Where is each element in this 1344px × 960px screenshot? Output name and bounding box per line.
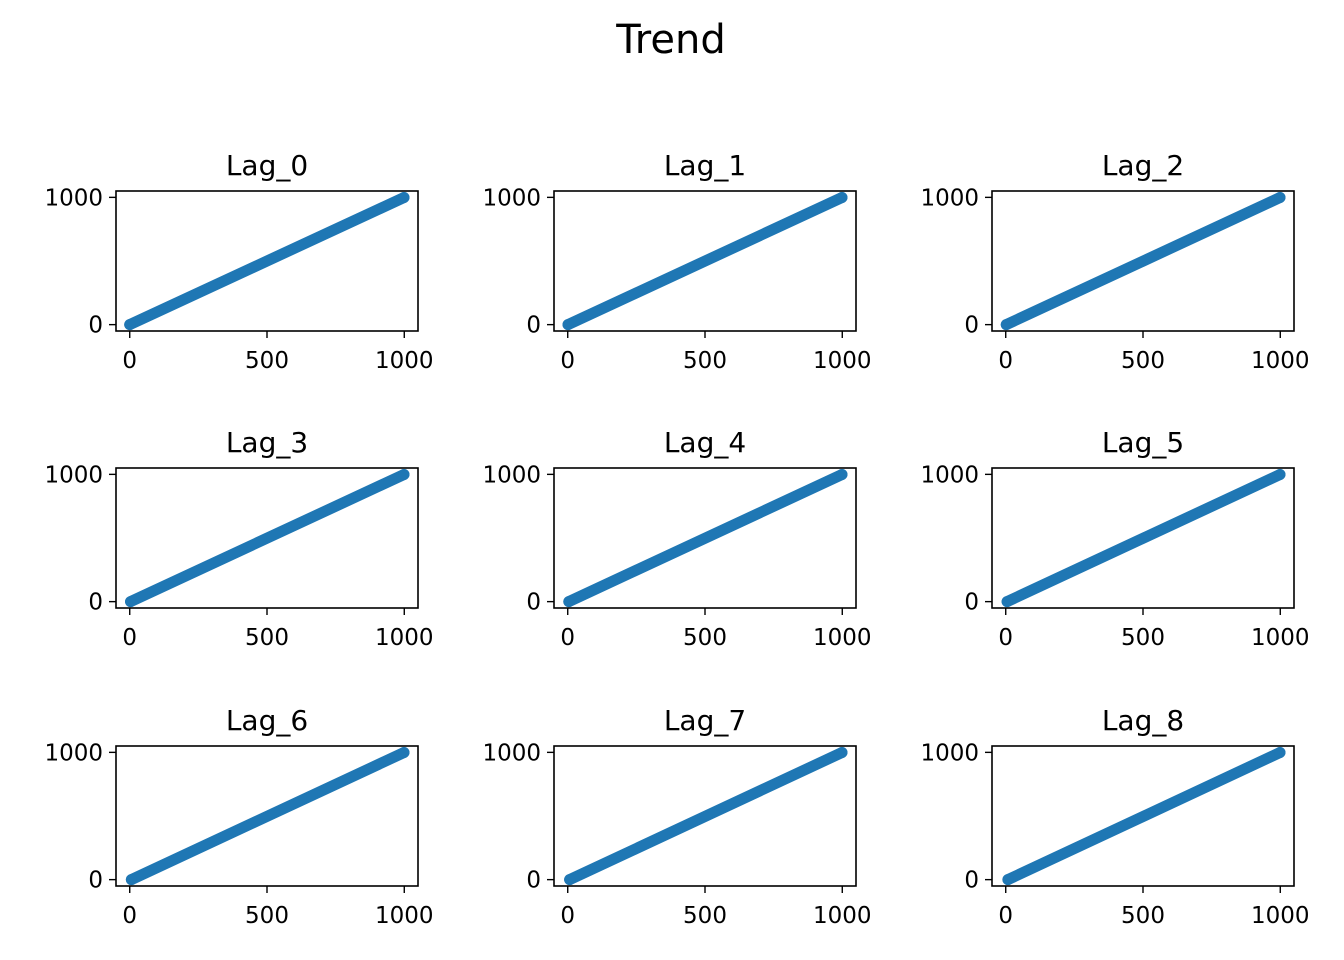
- figure-title: Trend: [615, 17, 725, 63]
- x-tick-label: 500: [1121, 903, 1165, 929]
- x-tick-label: 1000: [813, 348, 872, 374]
- x-tick-label: 500: [1121, 348, 1165, 374]
- x-tick-label: 0: [560, 625, 575, 651]
- scatter-series: [1001, 468, 1286, 608]
- y-tick-label: 0: [964, 313, 979, 339]
- x-tick-label: 0: [998, 625, 1013, 651]
- y-tick-label: 1000: [482, 185, 541, 211]
- x-tick-label: 500: [245, 348, 289, 374]
- scatter-series: [562, 191, 848, 331]
- x-tick-label: 1000: [375, 625, 434, 651]
- subplot-title: Lag_4: [664, 426, 746, 459]
- y-tick-label: 0: [88, 313, 103, 339]
- scatter-point-last: [836, 191, 848, 203]
- y-tick-label: 0: [88, 868, 103, 894]
- scatter-point-last: [836, 468, 848, 480]
- scatter-point-last: [836, 746, 848, 758]
- scatter-point-last: [1274, 191, 1286, 203]
- x-tick-label: 0: [122, 903, 137, 929]
- scatter-point-last: [398, 468, 410, 480]
- x-tick-label: 500: [683, 903, 727, 929]
- subplot-title: Lag_8: [1102, 704, 1184, 737]
- x-tick-label: 0: [998, 348, 1013, 374]
- scatter-point-first: [125, 874, 137, 886]
- scatter-series: [564, 746, 848, 886]
- subplot-title: Lag_7: [664, 704, 746, 737]
- subplot-title: Lag_1: [664, 149, 746, 182]
- scatter-point-first: [562, 319, 574, 331]
- scatter-point-first: [563, 596, 575, 608]
- x-tick-label: 500: [1121, 625, 1165, 651]
- subplot-lag-0: Lag_0 0 500 1000 0 1000: [44, 149, 433, 374]
- scatter-series: [125, 468, 410, 608]
- y-tick-label: 1000: [482, 740, 541, 766]
- scatter-series: [125, 746, 410, 886]
- subplot-title: Lag_6: [226, 704, 308, 737]
- scatter-series: [124, 191, 410, 331]
- y-tick-label: 0: [526, 868, 541, 894]
- scatter-series: [1000, 191, 1286, 331]
- y-tick-label: 1000: [920, 462, 979, 488]
- subplot-lag-3: Lag_3 0 500 1000 0 1000: [44, 426, 433, 651]
- scatter-point-last: [1274, 468, 1286, 480]
- subplot-title: Lag_3: [226, 426, 308, 459]
- y-tick-label: 1000: [482, 462, 541, 488]
- subplot-title: Lag_5: [1102, 426, 1184, 459]
- scatter-point-first: [1000, 319, 1012, 331]
- scatter-point-first: [564, 874, 576, 886]
- scatter-point-last: [1274, 746, 1286, 758]
- x-tick-label: 0: [560, 903, 575, 929]
- x-tick-label: 500: [683, 348, 727, 374]
- y-tick-label: 1000: [920, 740, 979, 766]
- y-tick-label: 0: [526, 590, 541, 616]
- scatter-point-first: [1002, 874, 1014, 886]
- y-tick-label: 1000: [920, 185, 979, 211]
- scatter-point-last: [398, 191, 410, 203]
- x-tick-label: 1000: [813, 903, 872, 929]
- subplot-lag-5: Lag_5 0 500 1000 0 1000: [920, 426, 1309, 651]
- x-tick-label: 500: [245, 625, 289, 651]
- x-tick-label: 1000: [1251, 903, 1310, 929]
- x-tick-label: 1000: [375, 348, 434, 374]
- subplot-title: Lag_0: [226, 149, 308, 182]
- x-tick-label: 500: [683, 625, 727, 651]
- scatter-point-first: [1001, 596, 1013, 608]
- y-tick-label: 1000: [44, 185, 103, 211]
- x-tick-label: 0: [998, 903, 1013, 929]
- x-tick-label: 1000: [375, 903, 434, 929]
- y-tick-label: 0: [526, 313, 541, 339]
- x-tick-label: 1000: [1251, 348, 1310, 374]
- y-tick-label: 0: [964, 590, 979, 616]
- x-tick-label: 500: [245, 903, 289, 929]
- x-tick-label: 0: [122, 625, 137, 651]
- subplot-lag-7: Lag_7 0 500 1000 0 1000: [482, 704, 871, 929]
- y-tick-label: 1000: [44, 462, 103, 488]
- subplot-title: Lag_2: [1102, 149, 1184, 182]
- subplot-lag-8: Lag_8 0 500 1000 0 1000: [920, 704, 1309, 929]
- subplot-lag-2: Lag_2 0 500 1000 0 1000: [920, 149, 1309, 374]
- x-tick-label: 0: [560, 348, 575, 374]
- subplot-lag-1: Lag_1 0 500 1000 0 1000: [482, 149, 871, 374]
- x-tick-label: 1000: [1251, 625, 1310, 651]
- subplot-lag-4: Lag_4 0 500 1000 0 1000: [482, 426, 871, 651]
- y-tick-label: 0: [964, 868, 979, 894]
- scatter-point-last: [398, 746, 410, 758]
- x-tick-label: 1000: [813, 625, 872, 651]
- y-tick-label: 0: [88, 590, 103, 616]
- scatter-series: [563, 468, 848, 608]
- scatter-point-first: [125, 596, 137, 608]
- scatter-point-first: [124, 319, 136, 331]
- x-tick-label: 0: [122, 348, 137, 374]
- scatter-series: [1002, 746, 1286, 886]
- subplot-lag-6: Lag_6 0 500 1000 0 1000: [44, 704, 433, 929]
- y-tick-label: 1000: [44, 740, 103, 766]
